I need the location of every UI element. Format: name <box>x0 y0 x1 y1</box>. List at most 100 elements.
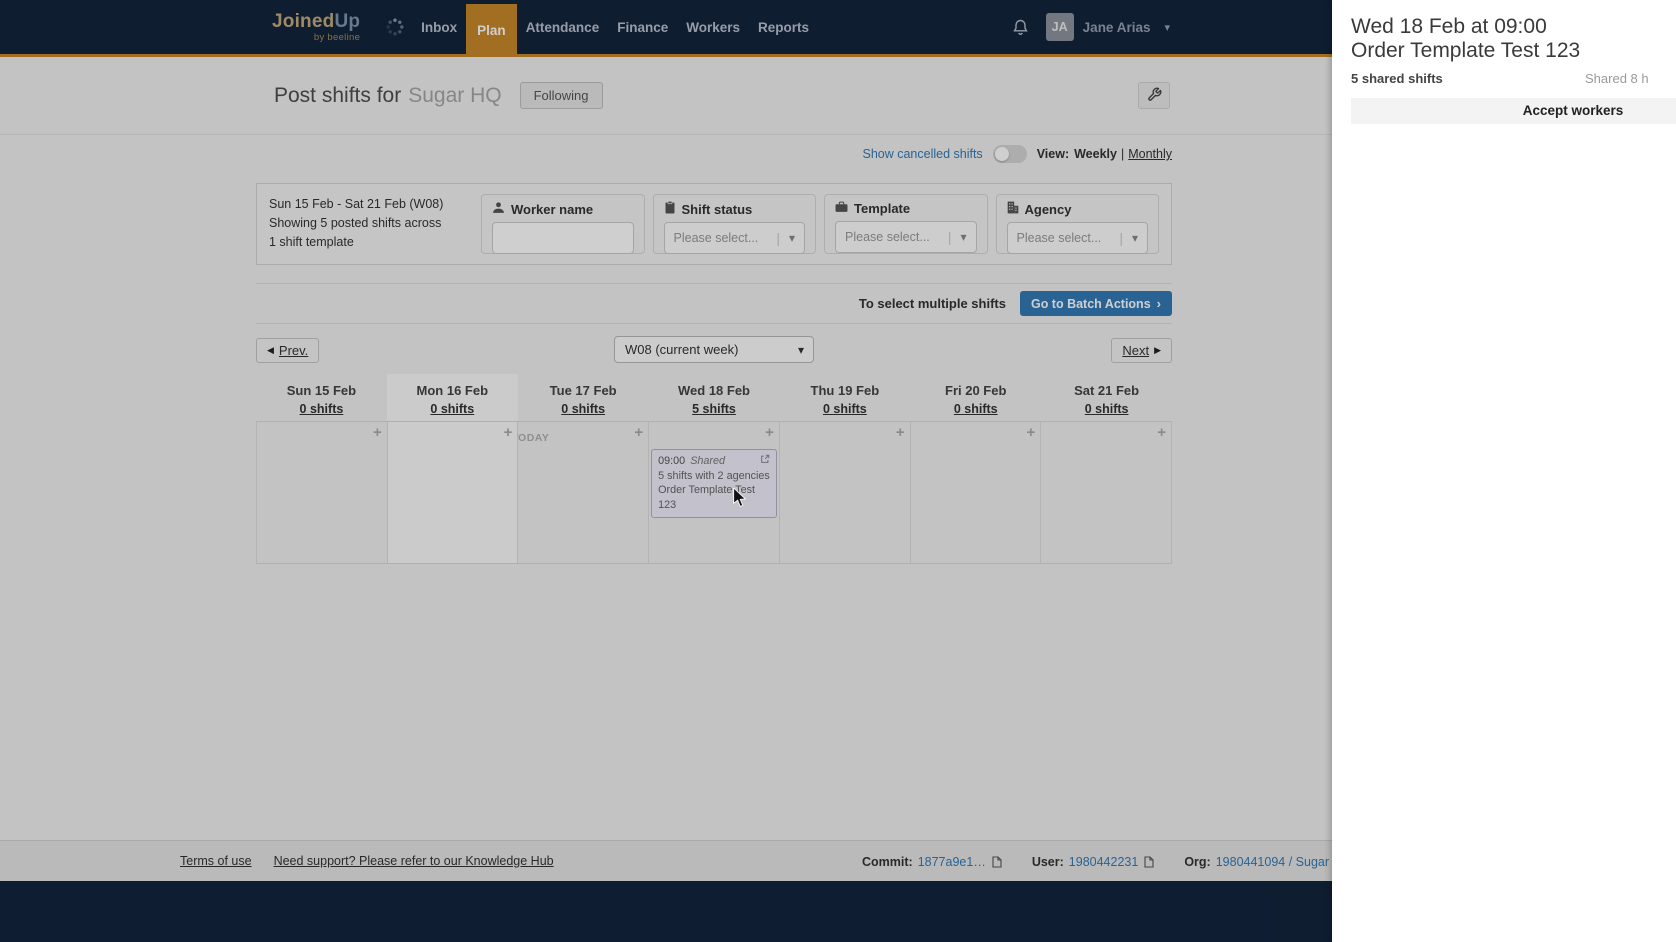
calendar-header-row: Sun 15 Feb 0 shifts Mon 16 Feb 0 shifts … <box>256 374 1172 421</box>
batch-actions-row: To select multiple shifts Go to Batch Ac… <box>256 283 1172 324</box>
select-divider: | <box>1119 230 1123 246</box>
add-shift-button[interactable]: + <box>372 424 382 441</box>
show-cancelled-toggle[interactable] <box>992 145 1027 163</box>
arrow-right-icon: ▶ <box>1154 344 1161 355</box>
user-menu-chevron-down-icon[interactable]: ▾ <box>1164 21 1170 34</box>
chevron-down-icon: ▾ <box>797 342 804 357</box>
agency-select[interactable]: Please select... | ▾ <box>1006 222 1148 254</box>
day-shift-count-link[interactable]: 0 shifts <box>953 402 998 416</box>
panel-title-date: Wed 18 Feb at 09:00 <box>1351 15 1547 38</box>
toggle-knob <box>994 147 1009 161</box>
calendar-day-cell-today: TODAY + <box>387 422 549 563</box>
footer-meta: Commit: 1877a9e1… User: 1980442231 Org: … <box>862 841 1391 882</box>
shift-card[interactable]: 09:00 Shared 5 shifts with 2 agencies Or… <box>651 449 777 519</box>
settings-wrench-button[interactable] <box>1138 82 1170 109</box>
user-name[interactable]: Jane Arias <box>1082 19 1151 35</box>
week-summary: Sun 15 Feb - Sat 21 Feb (W08) Showing 5 … <box>269 194 473 254</box>
view-monthly-option[interactable]: Monthly <box>1128 147 1172 161</box>
day-shift-count-link[interactable]: 5 shifts <box>692 402 736 416</box>
shift-status: Shared <box>690 455 726 467</box>
worker-name-input[interactable] <box>492 222 634 254</box>
shift-status-filter: Shift status Please select... | ▾ <box>652 194 816 254</box>
joinedup-logo[interactable]: JoinedUp by beeline <box>272 12 360 43</box>
select-divider: | <box>776 230 780 246</box>
shared-shifts-count: 5 shared shifts <box>1351 71 1443 86</box>
navbar-right: JA Jane Arias ▾ <box>1011 13 1170 41</box>
calendar-day-header: Wed 18 Feb 5 shifts <box>678 383 751 416</box>
nav-item-attendance[interactable]: Attendance <box>525 19 600 35</box>
go-to-batch-actions-button[interactable]: Go to Batch Actions › <box>1019 291 1172 316</box>
briefcase-icon <box>835 201 848 216</box>
add-shift-button[interactable]: + <box>1157 424 1167 441</box>
today-label: TODAY <box>517 432 550 444</box>
view-label: View: <box>1036 147 1070 161</box>
nav-item-reports[interactable]: Reports <box>758 19 810 35</box>
arrow-left-icon: ◀ <box>267 344 274 355</box>
support-link[interactable]: Need support? Please refer to our Knowle… <box>273 854 554 868</box>
next-week-button[interactable]: Next ▶ <box>1111 337 1172 363</box>
show-cancelled-shifts-link[interactable]: Show cancelled shifts <box>862 147 983 161</box>
filter-panel: Sun 15 Feb - Sat 21 Feb (W08) Showing 5 … <box>256 183 1172 265</box>
following-button[interactable]: Following <box>519 82 603 109</box>
calendar-day-header: Tue 17 Feb 0 shifts <box>549 383 617 416</box>
day-shift-count-link[interactable]: 0 shifts <box>299 402 344 416</box>
day-shift-count-link[interactable]: 0 shifts <box>822 402 867 416</box>
page-title: Post shifts for <box>274 83 402 107</box>
add-shift-button[interactable]: + <box>1026 424 1036 441</box>
logo-byline: by beeline <box>313 31 361 43</box>
day-shift-count-link[interactable]: 0 shifts <box>561 402 606 416</box>
calendar-day-header: Fri 20 Feb 0 shifts <box>945 383 1007 416</box>
copy-icon[interactable] <box>1144 855 1154 868</box>
calendar-day-cell: + 09:00 Shared 5 shifts with 2 agencies … <box>649 422 780 563</box>
batch-hint-text: To select multiple shifts <box>858 296 1006 311</box>
worker-name-label: Worker name <box>511 201 594 217</box>
agency-label: Agency <box>1024 201 1072 217</box>
week-select[interactable]: W08 (current week) ▾ <box>614 336 814 363</box>
shift-details: 5 shifts with 2 agencies <box>658 469 770 482</box>
terms-of-use-link[interactable]: Terms of use <box>180 854 252 868</box>
commit-value-link[interactable]: 1877a9e1… <box>917 854 986 869</box>
template-label: Template <box>854 201 911 216</box>
logo-wordmark: JoinedUp <box>272 10 361 32</box>
main-nav: Inbox Plan Attendance Finance Workers Re… <box>412 0 818 57</box>
add-shift-button[interactable]: + <box>895 424 905 441</box>
clipboard-icon <box>664 200 676 217</box>
site-name: Sugar HQ <box>408 83 502 107</box>
nav-item-finance[interactable]: Finance <box>617 19 669 35</box>
main-content: Show cancelled shifts View: Weekly | Mon… <box>256 135 1173 564</box>
worker-name-filter: Worker name <box>481 194 645 254</box>
shift-template-name: Order Template Test 123 <box>658 484 755 511</box>
shift-status-label: Shift status <box>681 201 753 217</box>
calendar-day-header: Sat 21 Feb 0 shifts <box>1074 383 1140 416</box>
user-id-link[interactable]: 1980442231 <box>1068 854 1139 869</box>
summary-date-range: Sun 15 Feb - Sat 21 Feb (W08) <box>269 197 444 211</box>
add-shift-button[interactable]: + <box>765 424 774 441</box>
template-select[interactable]: Please select... | ▾ <box>835 221 977 253</box>
add-shift-button[interactable]: + <box>503 424 513 441</box>
template-filter: Template Please select... | ▾ <box>824 194 988 254</box>
person-icon <box>492 201 505 217</box>
calendar-day-header: Sun 15 Feb 0 shifts <box>286 383 357 416</box>
external-link-icon[interactable] <box>760 454 770 464</box>
day-shift-count-link[interactable]: 0 shifts <box>430 402 475 416</box>
calendar-day-cell: + <box>780 422 911 563</box>
chevron-down-icon: ▾ <box>960 230 967 244</box>
notifications-bell-icon[interactable] <box>1011 18 1030 37</box>
week-calendar: Sun 15 Feb 0 shifts Mon 16 Feb 0 shifts … <box>256 374 1173 564</box>
accept-workers-button[interactable]: Accept workers <box>1351 98 1676 124</box>
nav-item-inbox[interactable]: Inbox <box>421 19 458 35</box>
add-shift-button[interactable]: + <box>634 424 644 441</box>
shift-status-select[interactable]: Please select... | ▾ <box>663 222 805 254</box>
nav-item-workers[interactable]: Workers <box>686 19 740 35</box>
chevron-right-icon: › <box>1156 296 1161 311</box>
nav-item-plan[interactable]: Plan <box>466 4 517 57</box>
prev-week-button[interactable]: ◀ Prev. <box>256 337 320 363</box>
calendar-body-row: + TODAY + + + 09:00 Shared <box>256 421 1173 564</box>
user-avatar[interactable]: JA <box>1045 13 1074 41</box>
copy-icon[interactable] <box>992 855 1002 868</box>
panel-title-template: Order Template Test 123 <box>1351 39 1581 62</box>
day-shift-count-link[interactable]: 0 shifts <box>1084 402 1129 416</box>
page-header: Post shifts for Sugar HQ Following <box>0 57 1332 135</box>
calendar-day-cell: + <box>256 422 388 563</box>
view-weekly-option[interactable]: Weekly <box>1074 147 1117 161</box>
